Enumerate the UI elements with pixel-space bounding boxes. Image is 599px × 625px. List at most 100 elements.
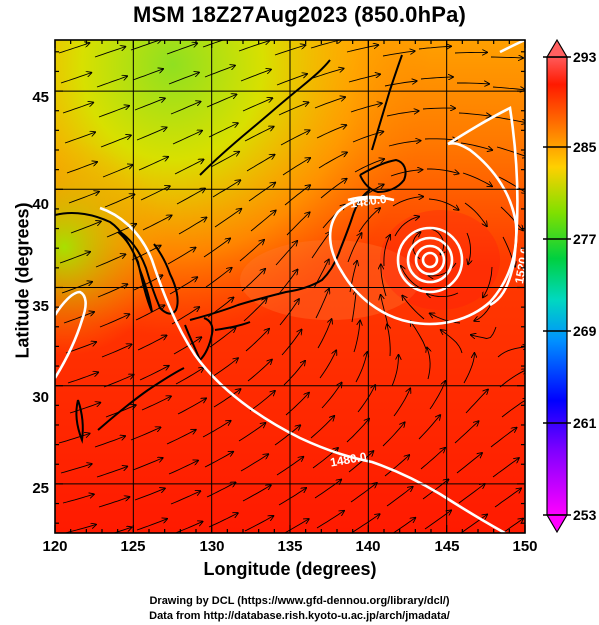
wind-streamline bbox=[249, 391, 275, 412]
wind-streamline bbox=[168, 461, 198, 475]
wind-streamline bbox=[318, 152, 347, 169]
y-tick-label: 40 bbox=[32, 196, 49, 213]
wind-streamline bbox=[394, 217, 419, 237]
wind-streamline bbox=[104, 194, 134, 208]
wind-streamline bbox=[286, 212, 310, 236]
coastline-sakhalin bbox=[371, 54, 403, 151]
wind-streamline bbox=[418, 415, 440, 440]
x-tick-label: 145 bbox=[434, 538, 459, 555]
wind-streamline bbox=[136, 519, 167, 531]
wind-streamline bbox=[238, 423, 265, 442]
wind-streamline bbox=[213, 389, 241, 408]
wind-streamline bbox=[500, 206, 523, 230]
wind-streamline bbox=[382, 51, 415, 57]
wind-streamline bbox=[70, 221, 101, 234]
wind-streamline bbox=[240, 70, 271, 82]
wind-streamline bbox=[320, 179, 347, 199]
map-title: MSM 18Z27Aug2023 (850.0hPa) bbox=[132, 2, 467, 27]
wind-streamline bbox=[490, 57, 523, 58]
wind-streamline bbox=[248, 183, 275, 202]
wind-streamline bbox=[410, 321, 427, 350]
wind-streamline bbox=[245, 329, 269, 352]
wind-streamline bbox=[168, 73, 199, 85]
wind-streamline bbox=[100, 135, 131, 148]
coastline-kyushu bbox=[184, 317, 214, 362]
wind-streamline bbox=[209, 328, 236, 348]
wind-streamline bbox=[136, 128, 167, 141]
contour-east-north bbox=[499, 40, 525, 54]
wind-streamline bbox=[58, 43, 89, 54]
wind-streamline bbox=[103, 375, 134, 388]
height-contours bbox=[55, 40, 525, 533]
wind-streamline bbox=[204, 66, 235, 78]
y-tick-label: 45 bbox=[32, 89, 49, 106]
wind-streamline bbox=[463, 353, 474, 384]
wind-streamline bbox=[352, 514, 380, 533]
wind-streamline bbox=[246, 155, 275, 172]
credit-drawing: Drawing by DCL (https://www.gfd-dennou.o… bbox=[149, 595, 450, 607]
wind-streamline bbox=[312, 69, 344, 79]
grid-lines bbox=[55, 40, 525, 533]
wind-streamline bbox=[132, 458, 163, 471]
wind-streamline bbox=[457, 83, 489, 84]
wind-streamline bbox=[99, 314, 129, 328]
wind-streamline bbox=[244, 127, 274, 142]
wind-streamline bbox=[130, 40, 161, 51]
wind-streamline bbox=[401, 266, 423, 290]
wind-streamline bbox=[474, 296, 495, 321]
wind-streamline bbox=[244, 516, 273, 532]
wind-streamline bbox=[384, 455, 409, 477]
y-tick-labels: 25 30 35 40 45 bbox=[32, 89, 49, 497]
y-axis-title: Latitude (degrees) bbox=[12, 202, 33, 359]
x-axis-title: Longitude (degrees) bbox=[203, 559, 377, 579]
wind-streamline bbox=[430, 228, 444, 254]
wind-streamline bbox=[314, 480, 341, 499]
contour-label: 1480.0 bbox=[329, 449, 368, 469]
wind-streamline bbox=[177, 398, 206, 415]
credits: Drawing by DCL (https://www.gfd-dennou.o… bbox=[0, 594, 599, 624]
wind-streamline bbox=[422, 108, 455, 109]
wind-streamline bbox=[427, 348, 430, 380]
wind-streamline bbox=[282, 158, 310, 176]
coastline-primorye bbox=[199, 59, 331, 176]
low-ring-2 bbox=[406, 236, 454, 284]
wind-streamline bbox=[172, 131, 202, 145]
wind-streamline bbox=[348, 451, 373, 473]
wind-streamline bbox=[141, 396, 171, 411]
wind-streamline bbox=[239, 240, 264, 262]
wind-streamline bbox=[167, 248, 196, 265]
wind-streamline bbox=[317, 319, 332, 349]
wind-streamline bbox=[496, 146, 525, 157]
wind-streamline bbox=[214, 209, 241, 228]
colorbar-tick-labels: 293 285 277 269 261 253 bbox=[573, 49, 597, 523]
wind-streamline bbox=[278, 102, 308, 116]
wind-streamline bbox=[203, 239, 230, 258]
wind-streamline bbox=[140, 186, 170, 201]
wind-streamline bbox=[386, 487, 413, 507]
wind-streamline bbox=[94, 47, 125, 58]
wind-streamline bbox=[102, 165, 133, 178]
wind-streamline bbox=[60, 73, 91, 84]
wind-streamline bbox=[106, 224, 136, 238]
wind-streamline bbox=[319, 350, 336, 379]
wind-streamline bbox=[427, 168, 459, 174]
wind-streamline bbox=[96, 467, 127, 478]
wind-streamline bbox=[321, 383, 342, 409]
wind-streamline bbox=[460, 515, 487, 533]
wind-streamline bbox=[238, 41, 269, 52]
wind-streamline bbox=[211, 358, 238, 378]
wind-streamline bbox=[175, 368, 204, 385]
wind-streamline bbox=[277, 270, 298, 296]
wind-streamline bbox=[138, 157, 168, 171]
wind-streamline bbox=[464, 202, 487, 226]
coastline-honshu bbox=[189, 189, 371, 321]
wind-streamline bbox=[382, 422, 405, 447]
wind-streamline bbox=[59, 252, 90, 264]
wind-streamline bbox=[386, 111, 419, 117]
wind-streamline bbox=[456, 453, 482, 474]
wind-streamline bbox=[276, 74, 307, 86]
wind-streamline bbox=[454, 421, 479, 444]
wind-streamline bbox=[347, 233, 362, 263]
wind-streamline bbox=[316, 511, 344, 529]
wind-streamline bbox=[483, 266, 493, 297]
